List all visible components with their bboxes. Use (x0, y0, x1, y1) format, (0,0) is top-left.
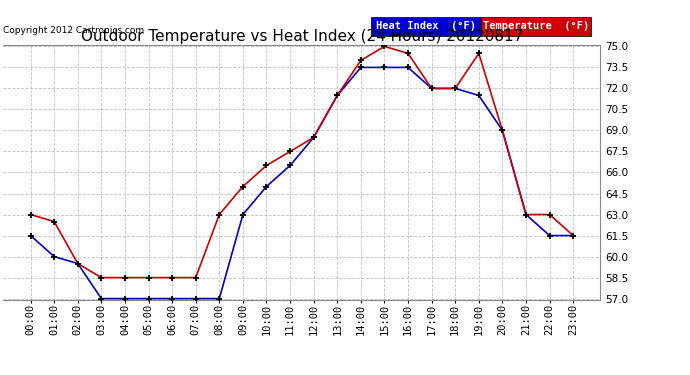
Text: Temperature  (°F): Temperature (°F) (483, 21, 589, 32)
FancyBboxPatch shape (371, 17, 481, 36)
FancyBboxPatch shape (481, 17, 591, 36)
Text: Heat Index  (°F): Heat Index (°F) (376, 21, 476, 32)
Text: Copyright 2012 Cartronics.com: Copyright 2012 Cartronics.com (3, 26, 145, 35)
Title: Outdoor Temperature vs Heat Index (24 Hours) 20120817: Outdoor Temperature vs Heat Index (24 Ho… (81, 29, 523, 44)
